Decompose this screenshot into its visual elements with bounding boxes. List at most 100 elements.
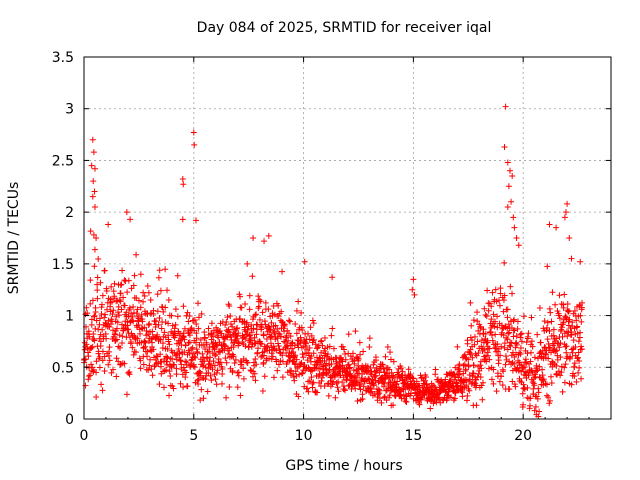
data-point [554, 352, 561, 359]
data-point [352, 328, 359, 335]
data-point [561, 364, 568, 371]
data-point [518, 330, 525, 337]
data-point [559, 324, 566, 331]
data-point [570, 337, 577, 344]
data-point [181, 325, 188, 332]
data-point [568, 331, 575, 338]
data-point [554, 356, 561, 363]
data-point [470, 370, 477, 377]
data-point [275, 313, 282, 320]
data-point [85, 373, 92, 380]
data-point [574, 354, 581, 361]
data-point [89, 343, 96, 350]
data-point [216, 339, 223, 346]
data-point [182, 342, 189, 349]
data-point [172, 352, 179, 359]
data-point [88, 316, 95, 323]
data-point [509, 349, 516, 356]
data-point [85, 376, 92, 383]
data-point [479, 396, 486, 403]
data-point [255, 293, 262, 300]
data-point [326, 343, 333, 350]
data-point [484, 352, 491, 359]
data-point [470, 317, 477, 324]
data-point [520, 381, 527, 388]
data-point [321, 334, 328, 341]
y-tick-label: 2 [65, 205, 74, 221]
data-point [501, 259, 508, 266]
data-point [368, 371, 375, 378]
data-point [486, 300, 493, 307]
data-point [286, 317, 293, 324]
data-point [236, 340, 243, 347]
data-point [213, 381, 220, 388]
data-point [141, 324, 148, 331]
data-point [496, 302, 503, 309]
data-point [346, 364, 353, 371]
data-point [258, 341, 265, 348]
data-point [93, 317, 100, 324]
data-point [268, 350, 275, 357]
x-tick-label: 15 [404, 428, 422, 444]
data-point [230, 353, 237, 360]
data-point [318, 337, 325, 344]
data-point [231, 359, 238, 366]
data-point [195, 325, 202, 332]
data-point [466, 387, 473, 394]
data-point [494, 313, 501, 320]
data-point [179, 176, 186, 183]
data-point [577, 312, 584, 319]
y-tick-label: 0 [65, 412, 74, 428]
data-point [502, 103, 509, 110]
data-point [469, 354, 476, 361]
data-point [334, 384, 341, 391]
data-point [486, 345, 493, 352]
data-point [473, 376, 480, 383]
data-point [384, 370, 391, 377]
data-point [290, 370, 297, 377]
data-point [520, 313, 527, 320]
data-point [240, 375, 247, 382]
data-point [215, 334, 222, 341]
data-point [477, 362, 484, 369]
data-point [452, 395, 459, 402]
data-point [536, 408, 543, 415]
data-point [250, 325, 257, 332]
data-point [164, 345, 171, 352]
data-point [90, 178, 97, 185]
data-point [474, 318, 481, 325]
data-point [141, 338, 148, 345]
data-point [248, 343, 255, 350]
data-point [252, 377, 259, 384]
data-point [165, 336, 172, 343]
data-point [138, 311, 145, 318]
data-point [259, 309, 266, 316]
data-point [492, 331, 499, 338]
data-point [512, 383, 519, 390]
data-point [292, 321, 299, 328]
data-point [181, 349, 188, 356]
data-point [97, 331, 104, 338]
data-point [98, 381, 105, 388]
data-point [519, 390, 526, 397]
data-point [141, 293, 148, 300]
data-point [101, 368, 108, 375]
data-point [235, 330, 242, 337]
data-point [114, 325, 121, 332]
data-point [111, 331, 118, 338]
y-tick-label: 3.5 [52, 50, 74, 66]
data-point [191, 141, 198, 148]
data-point [444, 392, 451, 399]
data-point [165, 320, 172, 327]
data-point [108, 369, 115, 376]
data-point [137, 330, 144, 337]
data-point [494, 340, 501, 347]
data-point [89, 297, 96, 304]
data-point [547, 309, 554, 316]
data-point [183, 369, 190, 376]
data-point [238, 359, 245, 366]
data-point [354, 355, 361, 362]
data-point [544, 263, 551, 270]
data-point [262, 321, 269, 328]
data-point [549, 289, 556, 296]
